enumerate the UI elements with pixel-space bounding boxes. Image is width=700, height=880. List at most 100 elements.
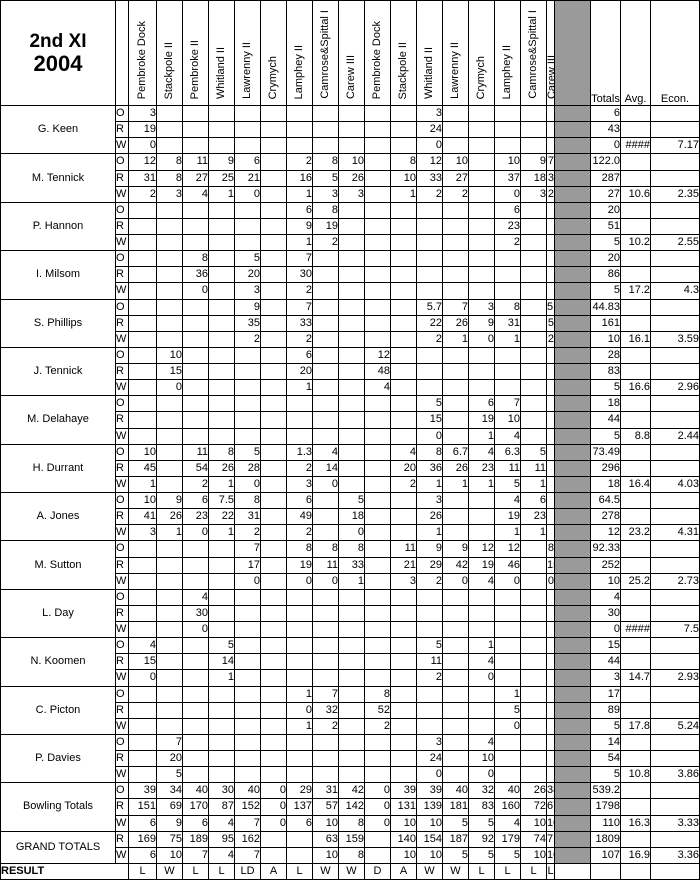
- stat-cell: [208, 298, 235, 316]
- stat-cell: [364, 508, 391, 526]
- bowling-total-cell: 5: [442, 814, 469, 832]
- gutter-cell: [554, 798, 591, 816]
- player-total-R: 287: [590, 169, 621, 187]
- stat-cell: 16: [286, 169, 313, 187]
- stat-cell: 1: [468, 637, 495, 655]
- empty-cell: [650, 862, 700, 880]
- stat-cell: [520, 604, 547, 623]
- stat-cell: 8: [390, 153, 417, 171]
- empty-cell: [650, 491, 700, 510]
- stat-cell: [312, 362, 339, 381]
- player-average: 10.2: [620, 233, 651, 252]
- stat-cell: [182, 233, 209, 252]
- stat-cell: [260, 169, 287, 187]
- stat-cell: 4: [182, 588, 209, 606]
- stat-cell: [260, 669, 287, 687]
- grand-total-cell: 154: [416, 830, 443, 848]
- grand-total-cell: [260, 830, 287, 848]
- empty-cell: [620, 508, 651, 526]
- grand-economy: 3.36: [650, 846, 700, 864]
- stat-cell: [312, 282, 339, 300]
- bowling-totals-row: Bowling Totals O 39 34 40 30 40 0 29 31 42 0 39 39 40 3…: [0, 782, 700, 832]
- stat-cell: [156, 201, 183, 219]
- stat-cell: [156, 653, 183, 671]
- grand-total-cell: 10: [546, 846, 555, 864]
- stat-cell: [390, 749, 417, 768]
- player-total-W: 10: [590, 572, 621, 590]
- stat-cell: [208, 121, 235, 139]
- stat-cell: [546, 701, 555, 719]
- gutter-cell: [554, 637, 591, 655]
- result-cell: W: [156, 862, 183, 880]
- stat-cell: [234, 588, 261, 606]
- stat-cell: [520, 540, 547, 558]
- stat-cell: [128, 540, 157, 558]
- title-line2: 2004: [33, 50, 83, 76]
- empty-cell: [620, 443, 651, 461]
- stat-key-R: R: [115, 653, 129, 671]
- stat-cell: [520, 346, 547, 365]
- gutter-cell: [554, 330, 591, 348]
- stat-cell: 1: [468, 475, 495, 494]
- stat-cell: [208, 395, 235, 413]
- stat-cell: 0: [312, 572, 339, 590]
- stat-cell: [416, 685, 443, 703]
- stat-cell: [128, 556, 157, 574]
- empty-cell: [620, 411, 651, 429]
- stat-cell: [546, 379, 555, 397]
- stat-cell: [546, 427, 555, 445]
- player-total-O: 18: [590, 395, 621, 413]
- stat-cell: 49: [286, 508, 313, 526]
- stat-cell: [338, 411, 365, 429]
- stat-cell: [364, 201, 391, 219]
- stat-cell: [468, 620, 495, 639]
- stat-cell: [546, 362, 555, 381]
- stat-cell: [338, 217, 365, 236]
- grand-total-W: 107: [590, 846, 621, 864]
- totals-header: Totals: [590, 0, 621, 106]
- stat-cell: [182, 395, 209, 413]
- stat-cell: 1: [338, 572, 365, 590]
- player-total-W: 5: [590, 766, 621, 784]
- header-row: 2nd XI 2004 Pembroke Dock Stackpole II Pembr…: [0, 0, 700, 106]
- empty-cell: [650, 685, 700, 703]
- grand-total-cell: 92: [468, 830, 495, 848]
- stat-cell: 1: [494, 524, 521, 542]
- stat-cell: 2: [286, 524, 313, 542]
- stat-cell: [156, 298, 183, 316]
- stat-cell: [312, 379, 339, 397]
- stat-cell: 10: [156, 346, 183, 365]
- stat-cell: 12: [128, 153, 157, 171]
- stat-cell: [390, 685, 417, 703]
- stat-key-W: W: [115, 620, 129, 639]
- stat-cell: 10: [128, 491, 157, 510]
- gutter-cell: [554, 217, 591, 236]
- sheet-title: 2nd XI 2004: [0, 0, 116, 106]
- empty-cell: [620, 362, 651, 381]
- result-cell: L: [286, 862, 313, 880]
- stat-cell: [546, 282, 555, 300]
- stat-cell: [546, 266, 555, 284]
- stat-cell: [156, 620, 183, 639]
- stat-cell: [416, 701, 443, 719]
- player-average: 14.7: [620, 669, 651, 687]
- empty-cell: [620, 153, 651, 171]
- stat-cell: [156, 588, 183, 606]
- empty-cell: [620, 862, 651, 880]
- stat-cell: [390, 524, 417, 542]
- stat-cell: [468, 201, 495, 219]
- stat-cell: [208, 685, 235, 703]
- stat-key-R: R: [115, 604, 129, 623]
- opponent-header-8: Camrose&Spittal I: [312, 0, 339, 106]
- stat-cell: [546, 653, 555, 671]
- stat-cell: 6: [520, 491, 547, 510]
- stat-cell: 11: [520, 459, 547, 477]
- stat-key-W: W: [115, 282, 129, 300]
- player-row: W 0 1 2 0 3 14.7 2.93: [1, 669, 700, 687]
- stat-cell: [260, 201, 287, 219]
- stat-cell: [260, 556, 287, 574]
- stat-cell: [390, 669, 417, 687]
- player-row: W 0 1 4 5 16.6 2.96: [1, 379, 700, 397]
- stat-cell: 2: [416, 330, 443, 348]
